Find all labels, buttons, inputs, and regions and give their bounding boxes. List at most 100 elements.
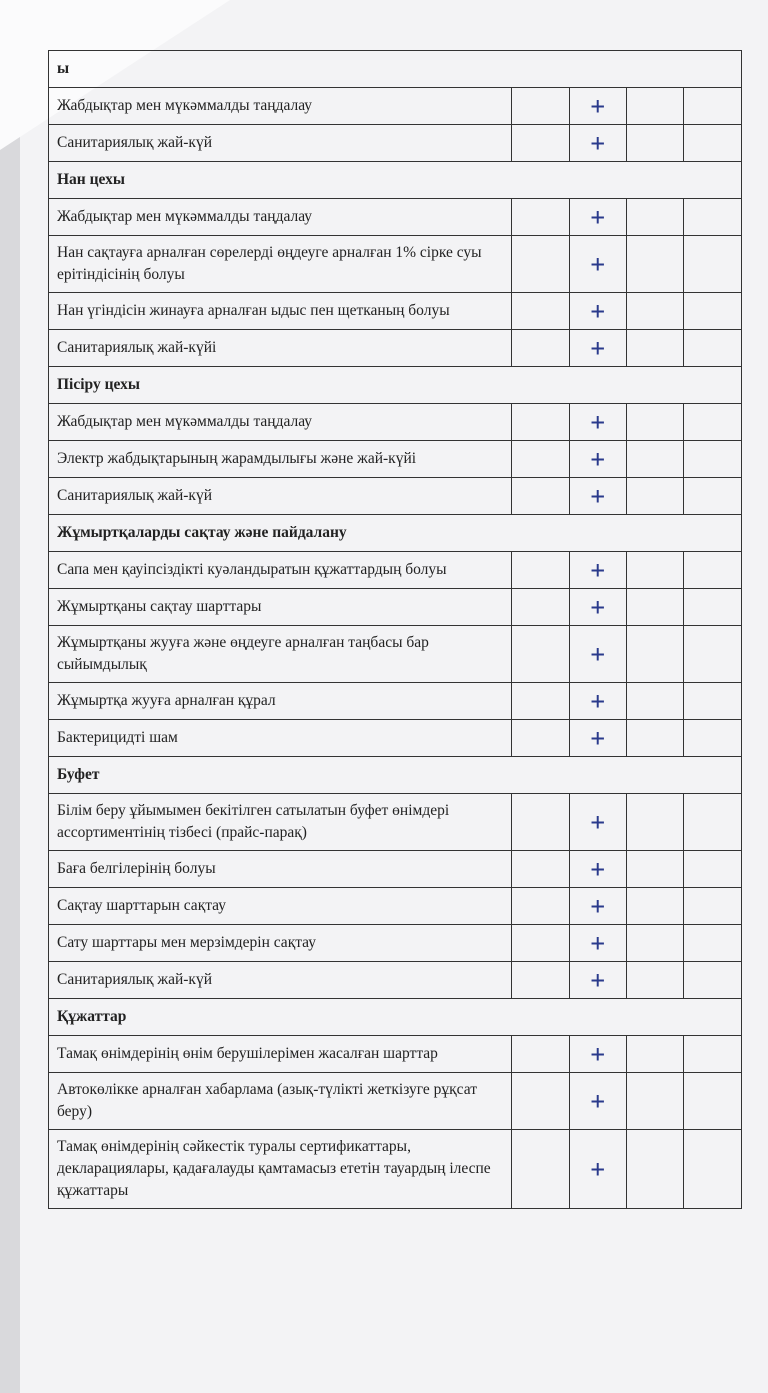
check-mark: + bbox=[568, 292, 628, 330]
check-mark: + bbox=[568, 682, 628, 720]
item-text: Нан сақтауға арналған сөрелерді өңдеуге … bbox=[47, 235, 513, 293]
item-text: Бактерицидті шам bbox=[47, 719, 513, 757]
empty-cell bbox=[511, 292, 570, 330]
item-row: Сақтау шарттарын сақтау + bbox=[47, 887, 742, 925]
empty-cell bbox=[683, 719, 742, 757]
check-mark: + bbox=[568, 588, 628, 626]
item-text: Санитариялық жай-күй bbox=[47, 124, 513, 162]
empty-cell bbox=[626, 440, 685, 478]
empty-cell bbox=[511, 1072, 570, 1130]
item-text: Сапа мен қауіпсіздікті куәландыратын құж… bbox=[47, 551, 513, 589]
item-text: Білім беру ұйымымен бекітілген сатылатын… bbox=[47, 793, 513, 851]
item-text: Автокөлікке арналған хабарлама (азық-түл… bbox=[47, 1072, 513, 1130]
item-text: Электр жабдықтарының жарамдылығы және жа… bbox=[47, 440, 513, 478]
empty-cell bbox=[683, 1072, 742, 1130]
empty-cell bbox=[683, 887, 742, 925]
empty-cell bbox=[683, 551, 742, 589]
empty-cell bbox=[683, 124, 742, 162]
item-row: Баға белгілерінің болуы + bbox=[47, 850, 742, 888]
empty-cell bbox=[683, 87, 742, 125]
item-text: Санитариялық жай-күйі bbox=[47, 329, 513, 367]
item-row: Жұмыртқаны жууға және өңдеуге арналған т… bbox=[47, 625, 742, 683]
item-text: Жұмыртқаны сақтау шарттары bbox=[47, 588, 513, 626]
item-text: Тамақ өнімдерінің сәйкестік туралы серти… bbox=[47, 1129, 513, 1209]
empty-cell bbox=[683, 477, 742, 515]
section-row: Буфет bbox=[48, 756, 742, 794]
check-mark: + bbox=[568, 793, 628, 851]
check-mark: + bbox=[568, 124, 628, 162]
item-text: Санитариялық жай-күй bbox=[47, 477, 513, 515]
check-mark: + bbox=[568, 477, 628, 515]
item-row: Тамақ өнімдерінің сәйкестік туралы серти… bbox=[47, 1129, 742, 1209]
empty-cell bbox=[626, 292, 685, 330]
empty-cell bbox=[683, 1035, 742, 1073]
item-row: Автокөлікке арналған хабарлама (азық-түл… bbox=[47, 1072, 742, 1130]
check-mark: + bbox=[568, 198, 628, 236]
empty-cell bbox=[626, 551, 685, 589]
item-row: Санитариялық жай-күйі + bbox=[47, 329, 742, 367]
empty-cell bbox=[511, 329, 570, 367]
empty-cell bbox=[626, 1072, 685, 1130]
item-row: Жұмыртқаны сақтау шарттары + bbox=[47, 588, 742, 626]
empty-cell bbox=[511, 1035, 570, 1073]
empty-cell bbox=[626, 1035, 685, 1073]
check-mark: + bbox=[568, 440, 628, 478]
section-row: Жұмыртқаларды сақтау және пайдалану bbox=[48, 514, 742, 552]
section-row: Құжаттар bbox=[48, 998, 742, 1036]
empty-cell bbox=[626, 124, 685, 162]
empty-cell bbox=[626, 235, 685, 293]
section-title: ы bbox=[48, 50, 742, 88]
item-row: Бактерицидті шам + bbox=[47, 719, 742, 757]
empty-cell bbox=[511, 719, 570, 757]
empty-cell bbox=[511, 682, 570, 720]
item-text: Жұмыртқаны жууға және өңдеуге арналған т… bbox=[47, 625, 513, 683]
empty-cell bbox=[626, 793, 685, 851]
item-row: Санитариялық жай-күй + bbox=[47, 477, 742, 515]
empty-cell bbox=[683, 682, 742, 720]
item-text: Жабдықтар мен мүкәммалды таңдалау bbox=[47, 403, 513, 441]
check-mark: + bbox=[568, 850, 628, 888]
empty-cell bbox=[626, 1129, 685, 1209]
empty-cell bbox=[511, 961, 570, 999]
empty-cell bbox=[511, 551, 570, 589]
empty-cell bbox=[683, 235, 742, 293]
check-mark: + bbox=[568, 625, 628, 683]
check-mark: + bbox=[568, 924, 628, 962]
empty-cell bbox=[511, 198, 570, 236]
empty-cell bbox=[626, 850, 685, 888]
check-mark: + bbox=[568, 887, 628, 925]
empty-cell bbox=[683, 403, 742, 441]
item-row: Жұмыртқа жууға арналған құрал + bbox=[47, 682, 742, 720]
empty-cell bbox=[626, 87, 685, 125]
empty-cell bbox=[626, 625, 685, 683]
empty-cell bbox=[511, 440, 570, 478]
empty-cell bbox=[511, 850, 570, 888]
item-row: Санитариялық жай-күй + bbox=[47, 961, 742, 999]
item-row: Тамақ өнімдерінің өнім берушілерімен жас… bbox=[47, 1035, 742, 1073]
item-text: Баға белгілерінің болуы bbox=[47, 850, 513, 888]
check-mark: + bbox=[568, 551, 628, 589]
item-text: Тамақ өнімдерінің өнім берушілерімен жас… bbox=[47, 1035, 513, 1073]
item-row: Нан үгіндісін жинауға арналған ыдыс пен … bbox=[47, 292, 742, 330]
empty-cell bbox=[683, 329, 742, 367]
check-mark: + bbox=[568, 1072, 628, 1130]
section-title: Буфет bbox=[48, 756, 742, 794]
item-row: Сату шарттары мен мерзімдерін сақтау + bbox=[47, 924, 742, 962]
empty-cell bbox=[626, 329, 685, 367]
empty-cell bbox=[511, 124, 570, 162]
item-text: Жұмыртқа жууға арналған құрал bbox=[47, 682, 513, 720]
empty-cell bbox=[626, 477, 685, 515]
section-row: Нан цехы bbox=[48, 161, 742, 199]
section-row: ы bbox=[48, 50, 742, 88]
section-title: Нан цехы bbox=[48, 161, 742, 199]
empty-cell bbox=[626, 682, 685, 720]
empty-cell bbox=[626, 403, 685, 441]
check-mark: + bbox=[568, 235, 628, 293]
item-text: Сақтау шарттарын сақтау bbox=[47, 887, 513, 925]
empty-cell bbox=[511, 625, 570, 683]
empty-cell bbox=[511, 887, 570, 925]
empty-cell bbox=[683, 440, 742, 478]
checklist-table: ы Жабдықтар мен мүкәммалды таңдалау + Санит… bbox=[47, 50, 742, 1209]
item-row: Электр жабдықтарының жарамдылығы және жа… bbox=[47, 440, 742, 478]
empty-cell bbox=[683, 625, 742, 683]
